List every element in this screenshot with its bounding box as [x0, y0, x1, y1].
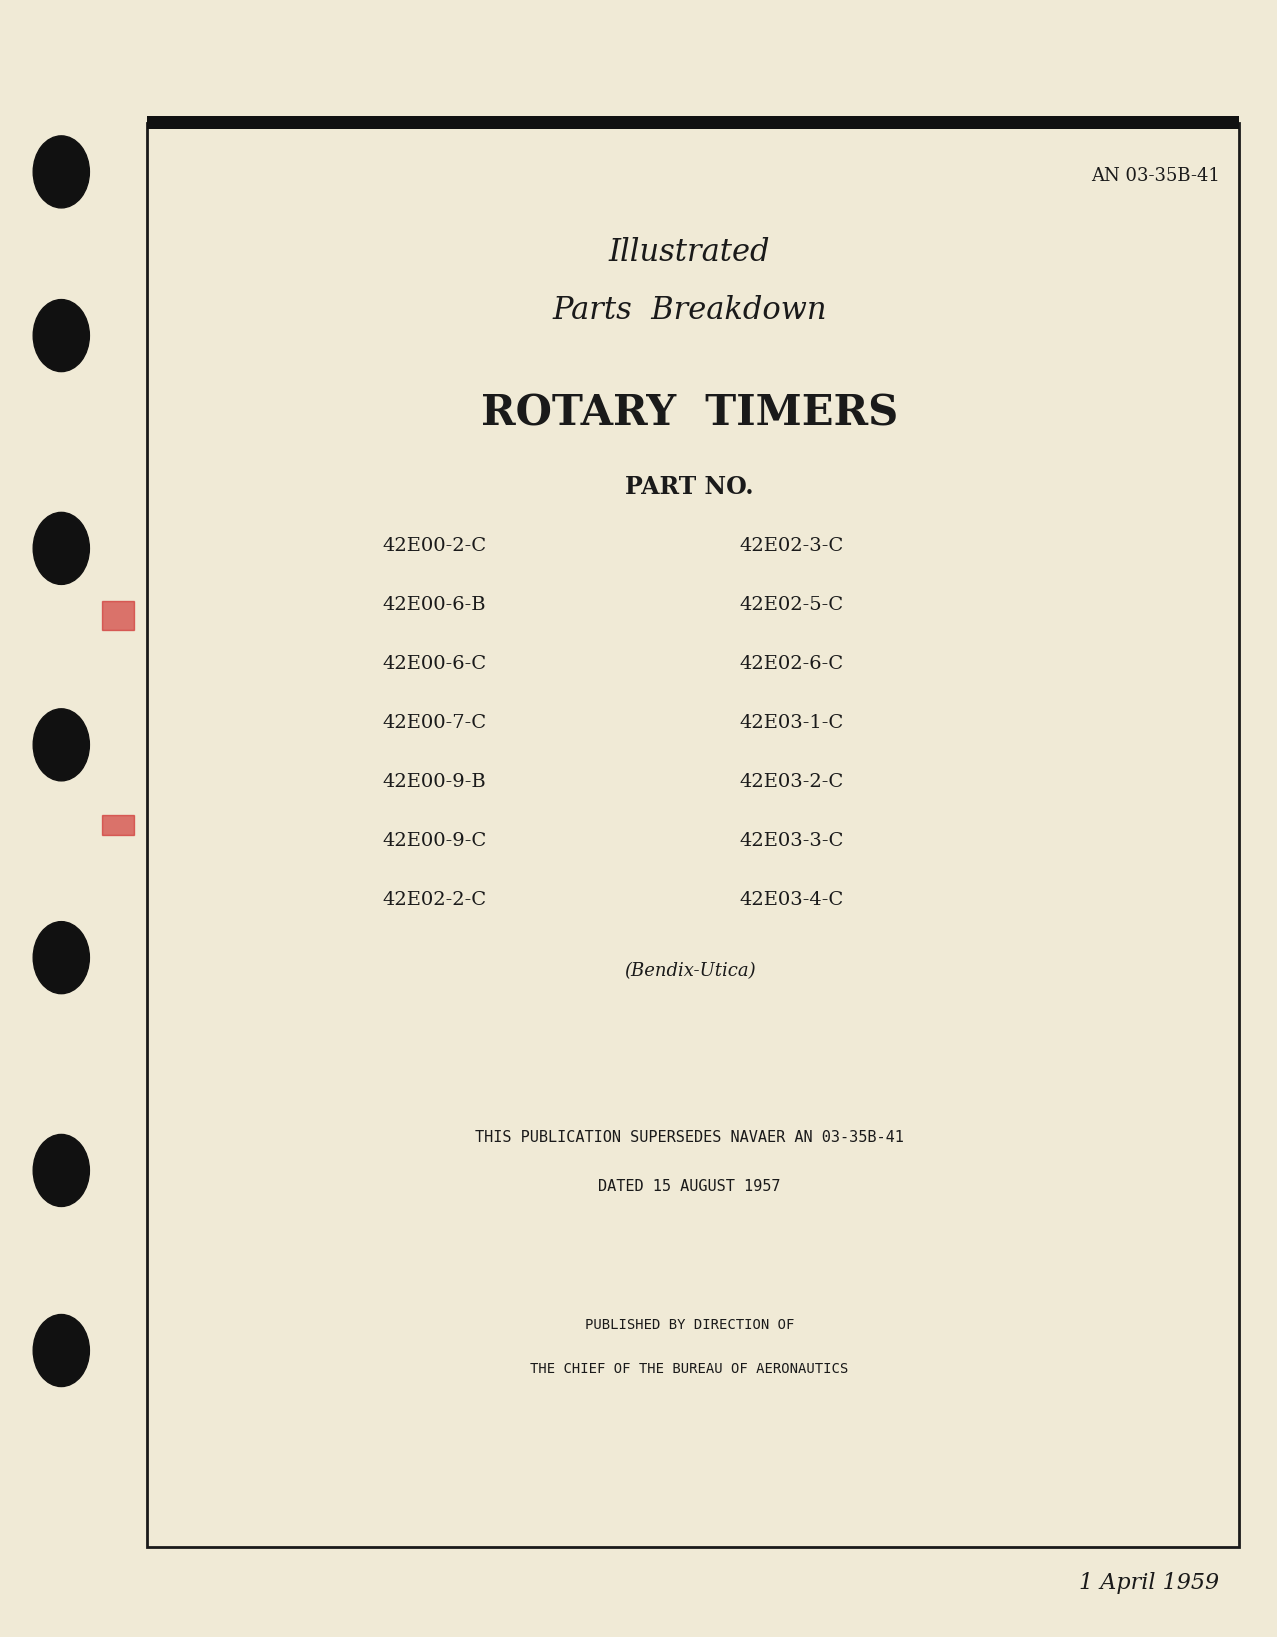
Text: 1 April 1959: 1 April 1959 — [1079, 1572, 1220, 1593]
Text: PART NO.: PART NO. — [626, 475, 753, 499]
Text: 42E02-5-C: 42E02-5-C — [739, 596, 844, 614]
Text: 42E02-6-C: 42E02-6-C — [739, 655, 844, 673]
Bar — [147, 116, 1239, 129]
Circle shape — [33, 512, 89, 584]
Bar — [147, 123, 1239, 1547]
Text: 42E03-1-C: 42E03-1-C — [739, 714, 844, 732]
Text: 42E00-6-B: 42E00-6-B — [382, 596, 487, 614]
Text: 42E00-2-C: 42E00-2-C — [382, 537, 487, 555]
Circle shape — [33, 300, 89, 372]
Circle shape — [33, 1315, 89, 1387]
Text: DATED 15 AUGUST 1957: DATED 15 AUGUST 1957 — [599, 1179, 780, 1193]
Text: (Bendix-Utica): (Bendix-Utica) — [623, 963, 756, 981]
Circle shape — [33, 1134, 89, 1206]
Text: 42E03-4-C: 42E03-4-C — [739, 891, 844, 909]
Text: Illustrated: Illustrated — [609, 237, 770, 268]
Circle shape — [33, 136, 89, 208]
Text: THE CHIEF OF THE BUREAU OF AERONAUTICS: THE CHIEF OF THE BUREAU OF AERONAUTICS — [530, 1362, 849, 1377]
Text: 42E03-2-C: 42E03-2-C — [739, 773, 844, 791]
Text: 42E02-3-C: 42E02-3-C — [739, 537, 844, 555]
Text: ROTARY  TIMERS: ROTARY TIMERS — [481, 393, 898, 435]
Text: 42E03-3-C: 42E03-3-C — [739, 832, 844, 850]
Text: Parts  Breakdown: Parts Breakdown — [553, 295, 826, 326]
Text: 42E02-2-C: 42E02-2-C — [382, 891, 487, 909]
Text: 42E00-7-C: 42E00-7-C — [382, 714, 487, 732]
Text: 42E00-9-C: 42E00-9-C — [382, 832, 487, 850]
Text: THIS PUBLICATION SUPERSEDES NAVAER AN 03-35B-41: THIS PUBLICATION SUPERSEDES NAVAER AN 03… — [475, 1130, 904, 1144]
Bar — [102, 601, 134, 630]
Text: PUBLISHED BY DIRECTION OF: PUBLISHED BY DIRECTION OF — [585, 1318, 794, 1333]
Text: 42E00-9-B: 42E00-9-B — [382, 773, 487, 791]
Bar — [102, 815, 134, 835]
Text: 42E00-6-C: 42E00-6-C — [382, 655, 487, 673]
Circle shape — [33, 922, 89, 994]
Circle shape — [33, 709, 89, 781]
Text: AN 03-35B-41: AN 03-35B-41 — [1091, 167, 1220, 185]
